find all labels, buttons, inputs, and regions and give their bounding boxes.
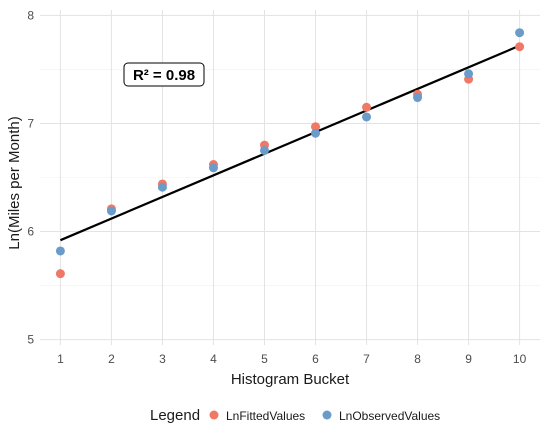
x-tick-label: 2 (108, 352, 115, 366)
y-tick-label: 8 (27, 8, 34, 22)
r2-annotation: R² = 0.98 (123, 62, 205, 87)
legend-label-observed: LnObservedValues (339, 409, 440, 423)
point-lnobservedvalues (208, 163, 218, 173)
points-layer (55, 28, 525, 279)
y-tick-label: 7 (27, 116, 34, 130)
x-tick-label: 5 (261, 352, 268, 366)
grid (40, 10, 540, 345)
y-tick-label: 6 (27, 225, 34, 239)
x-tick-labels: 1 2 3 4 5 6 7 8 9 10 (57, 352, 527, 366)
legend-key-fitted (209, 410, 219, 420)
point-lnobservedvalues (515, 28, 525, 38)
point-lnfittedvalues (55, 269, 65, 279)
r2-annotation-box (123, 62, 205, 87)
point-lnfittedvalues (515, 42, 525, 52)
point-lnobservedvalues (311, 128, 321, 138)
legend-title: Legend (150, 407, 200, 424)
r2-annotation-text: R² = 0.98 (133, 67, 195, 84)
point-lnobservedvalues (157, 182, 167, 192)
x-tick-label: 1 (57, 352, 64, 366)
fit-line (59, 44, 521, 242)
point-lnobservedvalues (464, 69, 474, 79)
y-tick-label: 5 (27, 333, 34, 347)
point-lnfittedvalues (362, 102, 372, 112)
point-lnobservedvalues (259, 145, 269, 155)
x-tick-label: 6 (312, 352, 319, 366)
x-tick-label: 3 (159, 352, 166, 366)
point-lnobservedvalues (362, 112, 372, 122)
x-tick-label: 9 (465, 352, 472, 366)
x-tick-label: 8 (414, 352, 421, 366)
point-lnobservedvalues (106, 206, 116, 216)
point-lnobservedvalues (413, 93, 423, 103)
fit-line-layer (59, 44, 521, 242)
x-tick-label: 4 (210, 352, 217, 366)
x-axis-title: Histogram Bucket (231, 371, 350, 388)
legend-label-fitted: LnFittedValues (226, 409, 305, 423)
point-lnfittedvalues (311, 122, 321, 132)
x-tick-label: 10 (513, 352, 527, 366)
legend: Legend LnFittedValues LnObservedValues (150, 407, 440, 424)
legend-key-observed (322, 410, 332, 420)
x-tick-label: 7 (363, 352, 370, 366)
y-tick-labels: 5 6 7 8 (27, 8, 34, 346)
y-axis-title: Ln(Miles per Month) (6, 116, 23, 249)
point-lnobservedvalues (55, 246, 65, 256)
